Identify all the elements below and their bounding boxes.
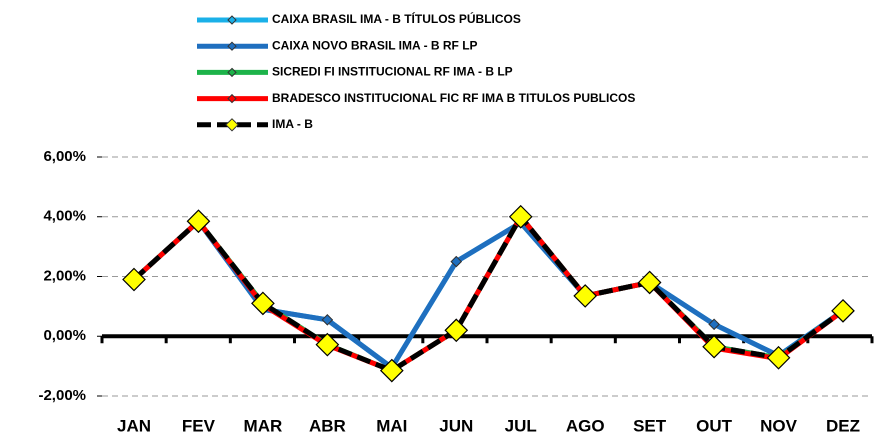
- legend-marker: [225, 118, 239, 132]
- marker: [702, 334, 726, 359]
- marker: [573, 284, 598, 308]
- marker: [508, 204, 533, 229]
- y-tick-label: 2,00%: [43, 267, 86, 284]
- legend-marker: [227, 93, 237, 104]
- marker: [444, 318, 469, 343]
- series-line: [132, 218, 845, 371]
- marker: [379, 358, 404, 383]
- x-tick-label: NOV: [760, 416, 798, 435]
- marker: [450, 255, 462, 268]
- x-tick-label: DEZ: [826, 416, 860, 435]
- legend-marker: [227, 15, 237, 25]
- legend-label: CAIXA BRASIL IMA - B TÍTULOS PÚBLICOS: [272, 11, 521, 26]
- x-tick-label: JUL: [505, 416, 537, 435]
- y-tick-label: -2,00%: [38, 387, 86, 404]
- legend-label: SICREDI FI INSTITUCIONAL RF IMA - B LP: [272, 65, 513, 79]
- marker: [766, 345, 791, 370]
- x-tick-label: OUT: [696, 416, 733, 435]
- x-tick-label: MAI: [376, 416, 407, 435]
- legend-label: IMA - B: [272, 117, 313, 131]
- marker: [122, 267, 146, 292]
- marker: [186, 209, 211, 234]
- x-tick-label: AGO: [566, 416, 605, 435]
- marker: [321, 314, 334, 326]
- marker: [315, 332, 340, 357]
- x-tick-label: MAR: [244, 416, 283, 435]
- legend-marker: [227, 41, 237, 51]
- series-line: [132, 214, 845, 374]
- marker: [637, 270, 662, 295]
- x-tick-label: ABR: [309, 416, 346, 435]
- x-tick-label: SET: [633, 416, 667, 435]
- y-tick-label: 4,00%: [43, 208, 86, 225]
- y-tick-label: 0,00%: [43, 327, 86, 344]
- y-tick-label: 6,00%: [43, 148, 86, 165]
- legend-marker: [227, 67, 237, 78]
- marker: [831, 299, 855, 323]
- marker: [708, 318, 720, 331]
- legend-label: BRADESCO INSTITUCIONAL FIC RF IMA B TITU…: [272, 91, 635, 105]
- legend-label: CAIXA NOVO BRASIL IMA - B RF LP: [272, 38, 478, 52]
- x-tick-label: FEV: [182, 416, 216, 435]
- x-tick-label: JAN: [117, 416, 151, 435]
- x-tick-label: JUN: [439, 416, 473, 435]
- marker: [251, 291, 275, 316]
